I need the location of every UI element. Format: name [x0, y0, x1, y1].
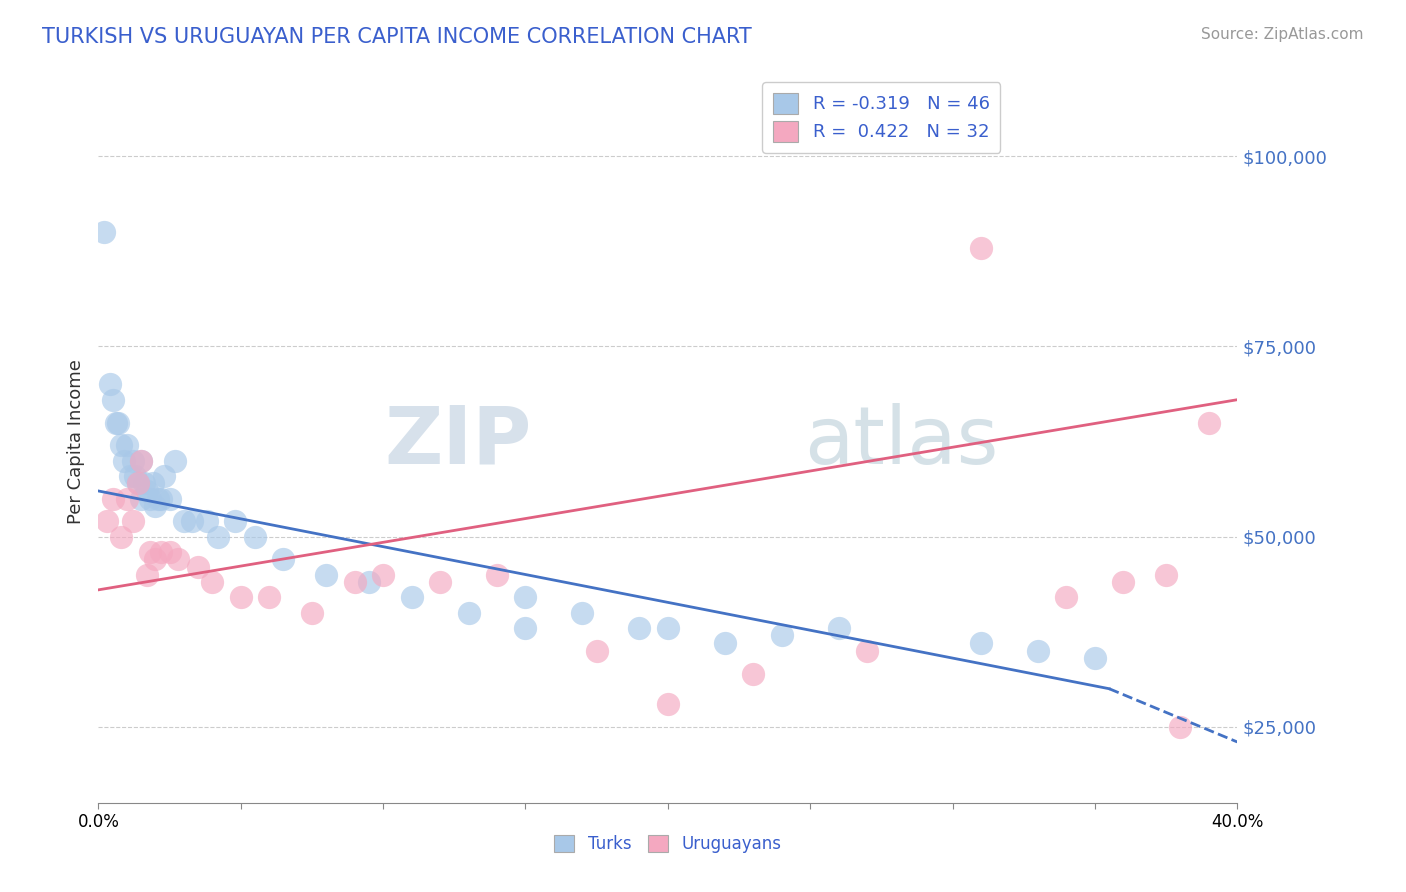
Point	[101, 392, 124, 407]
Point	[104, 416, 127, 430]
Point	[224, 515, 246, 529]
Point	[98, 377, 121, 392]
Y-axis label: Per Capita Income: Per Capita Income	[66, 359, 84, 524]
Point	[129, 453, 152, 467]
Point	[115, 491, 138, 506]
Point	[112, 453, 135, 467]
Point	[153, 468, 176, 483]
Point	[301, 606, 323, 620]
Point	[515, 621, 537, 635]
Point	[373, 567, 395, 582]
Point	[127, 476, 149, 491]
Point	[129, 453, 152, 467]
Point	[129, 491, 152, 506]
Point	[1112, 575, 1135, 590]
Point	[165, 453, 187, 467]
Point	[571, 606, 593, 620]
Point	[1154, 567, 1177, 582]
Point	[401, 591, 423, 605]
Point	[150, 545, 173, 559]
Point	[124, 468, 146, 483]
Point	[167, 552, 190, 566]
Point	[486, 567, 509, 582]
Point	[970, 636, 993, 650]
Point	[145, 552, 167, 566]
Point	[195, 515, 218, 529]
Point	[115, 438, 138, 452]
Point	[315, 567, 337, 582]
Point	[1198, 416, 1220, 430]
Point	[657, 697, 679, 711]
Text: atlas: atlas	[804, 402, 998, 481]
Point	[1084, 651, 1107, 665]
Point	[173, 515, 195, 529]
Point	[856, 643, 879, 657]
Point	[118, 468, 141, 483]
Point	[828, 621, 851, 635]
Point	[515, 591, 537, 605]
Point	[970, 241, 993, 255]
Point	[187, 560, 209, 574]
Point	[159, 491, 181, 506]
Point	[141, 476, 163, 491]
Point	[121, 453, 143, 467]
Point	[135, 483, 157, 498]
Point	[107, 416, 129, 430]
Point	[259, 591, 281, 605]
Point	[181, 515, 204, 529]
Point	[207, 530, 229, 544]
Point	[110, 438, 132, 452]
Point	[429, 575, 451, 590]
Point	[1170, 720, 1192, 734]
Point	[229, 591, 252, 605]
Point	[132, 476, 155, 491]
Point	[243, 530, 266, 544]
Legend: Turks, Uruguayans: Turks, Uruguayans	[548, 828, 787, 860]
Point	[714, 636, 737, 650]
Point	[628, 621, 651, 635]
Point	[657, 621, 679, 635]
Point	[150, 491, 173, 506]
Point	[742, 666, 765, 681]
Point	[135, 567, 157, 582]
Point	[357, 575, 380, 590]
Text: Source: ZipAtlas.com: Source: ZipAtlas.com	[1201, 27, 1364, 42]
Point	[127, 476, 149, 491]
Point	[201, 575, 224, 590]
Point	[457, 606, 479, 620]
Point	[121, 515, 143, 529]
Text: ZIP: ZIP	[384, 402, 531, 481]
Point	[273, 552, 295, 566]
Point	[138, 491, 160, 506]
Point	[1056, 591, 1078, 605]
Point	[110, 530, 132, 544]
Point	[138, 545, 160, 559]
Point	[148, 491, 170, 506]
Point	[159, 545, 181, 559]
Point	[343, 575, 366, 590]
Point	[585, 643, 607, 657]
Point	[96, 515, 118, 529]
Point	[101, 491, 124, 506]
Text: TURKISH VS URUGUAYAN PER CAPITA INCOME CORRELATION CHART: TURKISH VS URUGUAYAN PER CAPITA INCOME C…	[42, 27, 752, 46]
Point	[93, 226, 115, 240]
Point	[1026, 643, 1049, 657]
Point	[770, 628, 793, 642]
Point	[145, 499, 167, 513]
